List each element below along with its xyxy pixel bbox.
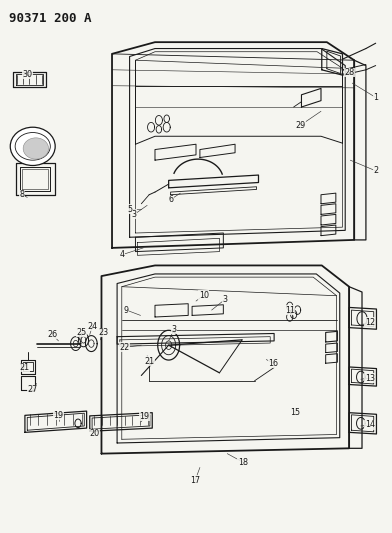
Text: 18: 18: [238, 458, 248, 466]
Ellipse shape: [23, 138, 49, 159]
Text: 2: 2: [373, 166, 378, 175]
Text: 1: 1: [373, 93, 378, 102]
Text: 90371 200 A: 90371 200 A: [9, 12, 91, 26]
Text: 13: 13: [365, 374, 375, 383]
Text: 11: 11: [285, 305, 295, 314]
Text: 3: 3: [222, 295, 227, 304]
Text: 16: 16: [269, 359, 278, 368]
Text: 28: 28: [344, 68, 354, 77]
Text: 9: 9: [124, 305, 129, 314]
Text: 29: 29: [296, 120, 306, 130]
Text: 25: 25: [77, 328, 87, 337]
Text: 15: 15: [290, 408, 301, 417]
Text: 24: 24: [87, 321, 98, 330]
Text: 21: 21: [19, 363, 29, 372]
Ellipse shape: [15, 133, 50, 160]
Text: 22: 22: [120, 343, 130, 352]
Text: 23: 23: [98, 328, 108, 337]
Text: 27: 27: [27, 385, 38, 394]
Text: 8: 8: [20, 190, 25, 199]
Text: 21: 21: [145, 357, 155, 366]
Text: 10: 10: [199, 290, 209, 300]
Text: 6: 6: [168, 195, 173, 204]
Text: 7: 7: [26, 145, 31, 154]
Text: 19: 19: [53, 411, 64, 420]
Text: 3: 3: [132, 210, 137, 219]
Text: 26: 26: [47, 330, 57, 339]
Text: 3: 3: [172, 325, 177, 334]
Text: 5: 5: [127, 205, 132, 214]
Text: 20: 20: [89, 430, 100, 439]
Text: 14: 14: [365, 421, 375, 430]
Text: 17: 17: [190, 476, 200, 484]
Text: 12: 12: [365, 318, 375, 327]
Ellipse shape: [10, 127, 55, 165]
Text: 19: 19: [140, 412, 149, 421]
Text: 30: 30: [22, 70, 32, 78]
Text: 4: 4: [119, 251, 124, 260]
